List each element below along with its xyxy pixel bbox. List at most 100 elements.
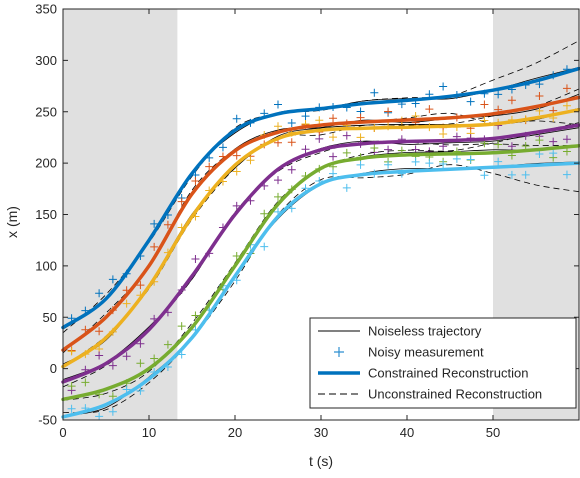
series-0-measurement (439, 82, 448, 91)
series-1-measurement (136, 281, 145, 290)
series-3-constrained (61, 123, 580, 384)
series-5-measurement (260, 242, 269, 251)
series-3-measurement (95, 351, 104, 360)
series-4-measurement (397, 146, 406, 155)
y-tick-label: 200 (35, 156, 57, 171)
series-1-measurement (232, 151, 241, 160)
series-5-measurement (535, 149, 544, 158)
series-3-measurement (562, 135, 571, 144)
y-tick-label: 50 (43, 310, 57, 325)
series-4-constrained (61, 143, 580, 402)
series-4-measurement (67, 382, 76, 391)
series-1-constrained (61, 95, 580, 352)
series-5-measurement (494, 157, 503, 166)
series-3-measurement (122, 352, 131, 361)
series-1-measurement (562, 84, 571, 93)
series-2-unconstrained (62, 88, 580, 367)
series-1-measurement (507, 96, 516, 105)
y-tick-label: 100 (35, 258, 57, 273)
x-tick-label: 30 (314, 425, 328, 440)
series-1-measurement (205, 162, 214, 171)
series-4-measurement (260, 209, 269, 218)
series-3-measurement (507, 142, 516, 151)
series-3-measurement (136, 339, 145, 348)
series-1-measurement (384, 107, 393, 116)
series-5-measurement (466, 155, 475, 164)
series-3-measurement (191, 255, 200, 264)
x-axis-label: t (s) (309, 453, 333, 469)
series-4-measurement (521, 141, 530, 150)
legend-label: Noisy measurement (368, 345, 484, 360)
series-0-measurement (274, 100, 282, 109)
series-4-measurement (150, 354, 159, 363)
series-0-measurement (108, 275, 117, 284)
series-0-measurement (466, 97, 475, 106)
x-tick-label: 0 (59, 425, 66, 440)
legend-label: Unconstrained Reconstruction (368, 387, 542, 402)
series-5-measurement (562, 170, 571, 179)
legend-box (309, 317, 577, 409)
series-5-measurement (136, 386, 145, 395)
series-4-measurement (232, 252, 241, 261)
series-1-measurement (329, 114, 338, 123)
series-0-measurement (232, 114, 241, 123)
series-5-measurement (439, 160, 448, 169)
series-2-measurement (535, 106, 544, 115)
series-5-measurement (480, 171, 489, 180)
series-3-measurement (232, 201, 241, 210)
series-2-constrained (61, 107, 580, 369)
x-tick-label: 20 (228, 425, 242, 440)
legend: Noiseless trajectory Noisy measurement Con… (309, 317, 577, 409)
series-0-measurement (218, 143, 227, 152)
series-3-measurement (439, 142, 448, 151)
series-5-measurement (521, 170, 530, 179)
series-0-measurement (494, 90, 503, 99)
series-0-measurement (370, 88, 379, 97)
series-5-measurement (342, 183, 351, 192)
series-4-measurement (274, 192, 282, 201)
series-4-unconstrained (62, 122, 580, 401)
series-4-measurement (108, 392, 117, 401)
x-tick-label: 40 (400, 425, 414, 440)
series-5-measurement (452, 154, 461, 163)
series-5-measurement (425, 159, 434, 168)
series-4-measurement (370, 144, 379, 153)
series-1-measurement (356, 113, 365, 122)
series-5-measurement (67, 404, 76, 413)
series-2-measurement (246, 156, 255, 165)
y-tick-label: 300 (35, 53, 57, 68)
series-5-measurement (287, 204, 296, 213)
series-5-measurement (384, 160, 393, 169)
series-3-measurement (549, 137, 558, 146)
series-3-measurement (384, 145, 393, 154)
series-5-measurement (329, 169, 338, 178)
series-1-measurement (95, 327, 104, 336)
series-5-unconstrained (62, 164, 580, 414)
y-tick-label: -50 (38, 413, 57, 428)
legend-label: Noiseless trajectory (368, 324, 482, 339)
series-2-measurement (274, 122, 282, 131)
x-tick-label: 10 (142, 425, 156, 440)
series-2-measurement (232, 167, 241, 176)
y-tick-label: 0 (50, 361, 57, 376)
series-5-measurement (507, 170, 516, 179)
series-3-measurement (274, 176, 282, 185)
series-0-measurement (301, 112, 310, 121)
series-4-measurement (81, 378, 90, 387)
series-0-measurement (95, 289, 104, 298)
series-3-measurement (342, 131, 351, 140)
series-3-measurement (301, 145, 310, 154)
series-3-measurement (329, 152, 338, 161)
series-2-measurement (329, 133, 338, 142)
legend-swatch-measurement (334, 347, 344, 357)
series-5-measurement (411, 157, 420, 166)
series-2-measurement (67, 347, 76, 356)
legend-label: Constrained Reconstruction (368, 366, 528, 381)
series-1-measurement (150, 242, 159, 251)
y-axis-label: x (m) (4, 206, 20, 238)
series-4-measurement (562, 147, 571, 156)
series-1-measurement (535, 92, 544, 101)
